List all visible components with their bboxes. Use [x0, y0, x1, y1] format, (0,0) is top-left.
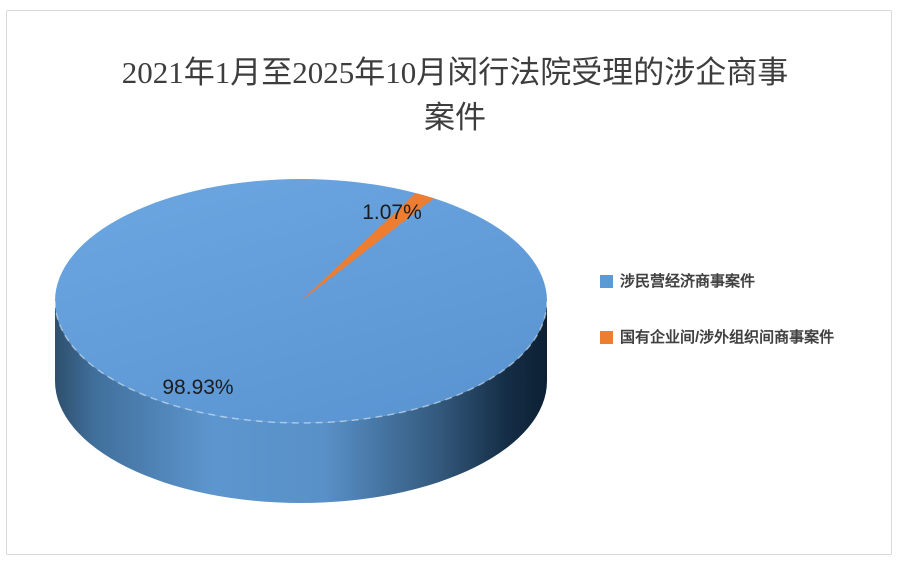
chart-title-line2: 案件 — [424, 100, 486, 135]
legend-item-minor: 国有企业间/涉外组织间商事案件 — [600, 327, 888, 348]
legend-swatch-blue-icon — [600, 275, 613, 288]
pie-slice-minor — [301, 193, 434, 301]
data-label-minor: 1.07% — [362, 201, 422, 224]
legend-label-major: 涉民营经济商事案件 — [620, 273, 756, 290]
chart-title: 2021年1月至2025年10月闵行法院受理的涉企商事 案件 — [100, 50, 810, 140]
chart-title-line1: 2021年1月至2025年10月闵行法院受理的涉企商事 — [121, 55, 789, 90]
pie-front-rim-highlight — [54, 300, 548, 424]
legend-item-major: 涉民营经济商事案件 — [600, 271, 888, 292]
pie-side-wall — [55, 301, 547, 503]
legend: 涉民营经济商事案件 国有企业间/涉外组织间商事案件 — [600, 271, 888, 383]
legend-swatch-orange-icon — [600, 331, 613, 344]
legend-label-minor: 国有企业间/涉外组织间商事案件 — [620, 329, 835, 346]
data-label-major: 98.93% — [162, 376, 234, 399]
